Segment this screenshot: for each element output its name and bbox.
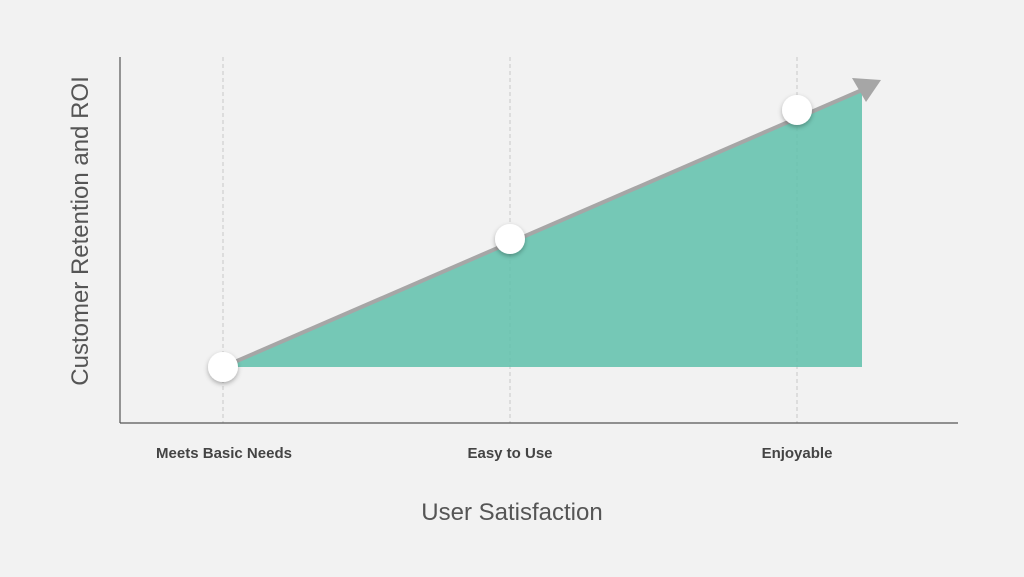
y-axis-title: Customer Retention and ROI (67, 76, 94, 385)
category-label: Meets Basic Needs (156, 445, 292, 462)
points (208, 95, 812, 382)
x-axis-title: User Satisfaction (421, 499, 602, 526)
category-label: Easy to Use (467, 445, 552, 462)
point (208, 352, 238, 382)
category-label: Enjoyable (762, 445, 833, 462)
trend-line (222, 88, 863, 369)
point (782, 95, 812, 125)
point (495, 224, 525, 254)
arrow-head (852, 78, 881, 102)
